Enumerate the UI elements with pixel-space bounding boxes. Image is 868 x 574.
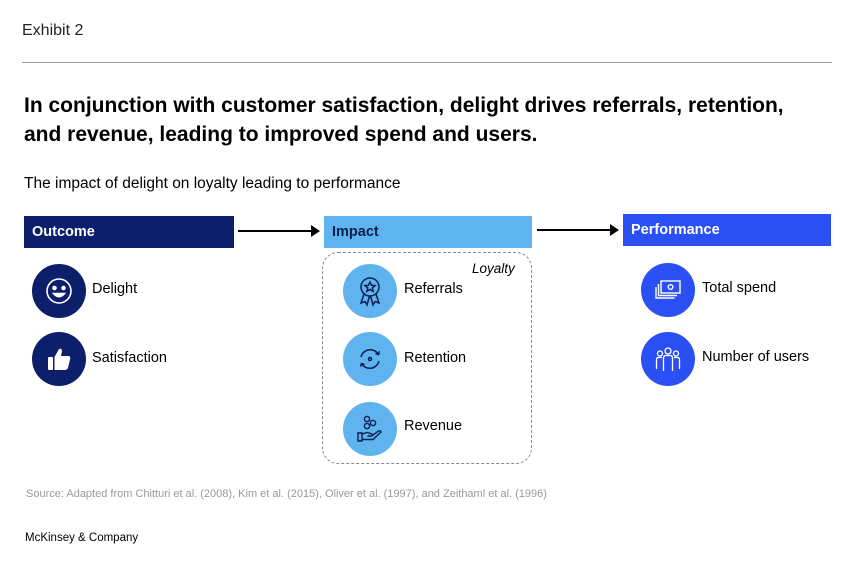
divider <box>22 62 832 63</box>
thumbs-up-icon <box>32 332 86 386</box>
outcome-item-delight: Delight <box>92 281 138 297</box>
performance-item-total-spend: Total spend <box>702 280 777 296</box>
impact-item-retention: Retention <box>404 350 467 366</box>
brand-label: McKinsey & Company <box>25 532 139 544</box>
award-ribbon-icon <box>343 264 397 318</box>
impact-item-referrals: Referrals <box>404 281 463 297</box>
group-of-people-icon <box>641 332 695 386</box>
impact-item-revenue: Revenue <box>404 418 463 434</box>
arrow-impact-to-performance <box>537 224 619 236</box>
subtitle: The impact of delight on loyalty leading… <box>24 175 401 192</box>
arrow-outcome-to-impact <box>238 225 320 237</box>
loyalty-group <box>322 252 532 464</box>
coins-in-hand-icon <box>343 402 397 456</box>
headline: In conjunction with customer satisfactio… <box>24 94 784 146</box>
performance-header: Performance <box>623 214 831 246</box>
impact-header: Impact <box>324 216 532 248</box>
exhibit-label: Exhibit 2 <box>22 22 84 39</box>
cycle-arrows-icon <box>343 332 397 386</box>
outcome-item-satisfaction: Satisfaction <box>92 350 167 366</box>
loyalty-label: Loyalty <box>472 261 515 276</box>
performance-item-number-of-users: Number of users <box>702 349 810 365</box>
smiley-face-icon <box>32 264 86 318</box>
outcome-header: Outcome <box>24 216 234 248</box>
cash-stack-icon <box>641 263 695 317</box>
source-note: Source: Adapted from Chitturi et al. (20… <box>26 488 547 500</box>
